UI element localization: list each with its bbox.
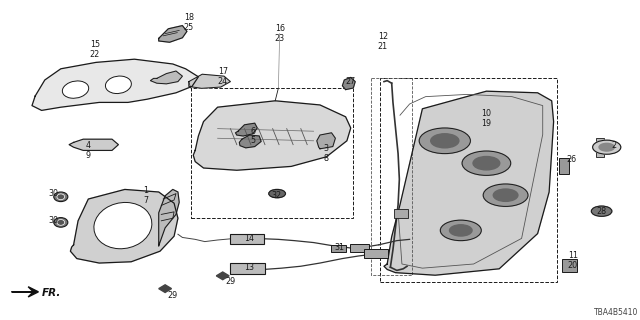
Text: 18
25: 18 25 — [184, 13, 194, 32]
Text: 32: 32 — [271, 191, 282, 200]
Text: 30: 30 — [48, 216, 58, 225]
Polygon shape — [159, 26, 187, 42]
FancyBboxPatch shape — [230, 263, 265, 274]
Polygon shape — [239, 135, 261, 148]
FancyBboxPatch shape — [230, 234, 264, 244]
Text: 15
22: 15 22 — [90, 40, 100, 59]
Polygon shape — [32, 59, 198, 110]
Ellipse shape — [62, 81, 89, 98]
Ellipse shape — [57, 220, 65, 225]
Text: FR.: FR. — [42, 288, 61, 298]
Text: 1
7: 1 7 — [143, 186, 148, 204]
Polygon shape — [150, 71, 182, 84]
Bar — [596, 138, 604, 157]
Text: 17
24: 17 24 — [218, 68, 228, 86]
Text: 16
23: 16 23 — [275, 24, 285, 43]
Bar — [559, 158, 569, 174]
Text: 30: 30 — [48, 189, 58, 198]
Bar — [562, 259, 577, 272]
Polygon shape — [159, 189, 179, 246]
Text: 2: 2 — [612, 141, 617, 150]
Circle shape — [591, 206, 612, 216]
Text: 10
19: 10 19 — [481, 109, 492, 128]
Text: 4
9: 4 9 — [86, 141, 91, 160]
Ellipse shape — [94, 203, 152, 249]
Bar — [394, 209, 408, 218]
Circle shape — [440, 220, 481, 241]
Polygon shape — [317, 133, 335, 149]
Polygon shape — [236, 123, 257, 136]
Text: 6
5: 6 5 — [250, 127, 255, 145]
Bar — [380, 78, 557, 282]
FancyBboxPatch shape — [350, 244, 369, 252]
FancyBboxPatch shape — [331, 245, 346, 252]
Text: 27: 27 — [346, 77, 356, 86]
Polygon shape — [216, 272, 229, 280]
Circle shape — [419, 128, 470, 154]
Circle shape — [483, 184, 528, 206]
Polygon shape — [384, 91, 554, 275]
Circle shape — [593, 140, 621, 154]
Text: 3
8: 3 8 — [324, 144, 329, 163]
Circle shape — [473, 156, 500, 170]
Ellipse shape — [106, 76, 131, 93]
Polygon shape — [159, 285, 172, 292]
Text: 13: 13 — [244, 263, 255, 272]
Circle shape — [599, 143, 614, 151]
Text: 26: 26 — [566, 156, 577, 164]
Text: 28: 28 — [596, 207, 607, 216]
Circle shape — [449, 225, 472, 236]
Text: 14: 14 — [244, 234, 255, 243]
Circle shape — [269, 189, 285, 198]
Polygon shape — [193, 101, 351, 170]
FancyBboxPatch shape — [364, 249, 388, 258]
Polygon shape — [70, 189, 178, 263]
Ellipse shape — [57, 194, 65, 200]
Polygon shape — [189, 74, 230, 88]
Bar — [320, 137, 332, 146]
Bar — [191, 88, 353, 218]
Text: 29: 29 — [225, 277, 236, 286]
Polygon shape — [342, 77, 355, 90]
Text: 12
21: 12 21 — [378, 32, 388, 51]
Text: 31: 31 — [334, 244, 344, 252]
Circle shape — [462, 151, 511, 175]
Polygon shape — [69, 139, 118, 150]
Circle shape — [493, 189, 518, 201]
Text: 11
20: 11 20 — [568, 252, 578, 270]
Text: 29: 29 — [168, 292, 178, 300]
Circle shape — [431, 134, 459, 148]
Text: TBA4B5410: TBA4B5410 — [595, 308, 639, 317]
Polygon shape — [12, 287, 38, 297]
Ellipse shape — [54, 192, 68, 202]
Ellipse shape — [54, 218, 68, 227]
